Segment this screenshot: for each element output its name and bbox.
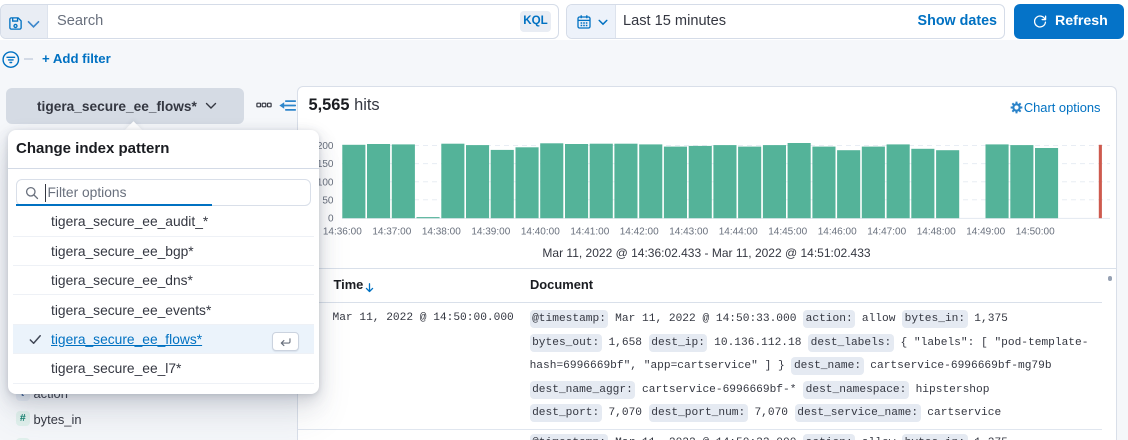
svg-text:14:49:00: 14:49:00 <box>966 227 1005 238</box>
svg-text:50: 50 <box>322 195 334 206</box>
svg-text:0: 0 <box>328 214 334 225</box>
svg-text:14:50:00: 14:50:00 <box>1016 227 1055 238</box>
svg-text:14:40:00: 14:40:00 <box>521 227 560 238</box>
svg-text:14:43:00: 14:43:00 <box>669 227 708 238</box>
svg-text:14:39:00: 14:39:00 <box>471 227 510 238</box>
svg-text:14:44:00: 14:44:00 <box>719 227 758 238</box>
svg-text:150: 150 <box>317 159 334 170</box>
svg-text:14:47:00: 14:47:00 <box>867 227 906 238</box>
svg-text:14:38:00: 14:38:00 <box>422 227 461 238</box>
svg-text:14:45:00: 14:45:00 <box>768 227 807 238</box>
svg-text:100: 100 <box>317 177 334 188</box>
svg-text:14:37:00: 14:37:00 <box>372 227 411 238</box>
svg-text:14:41:00: 14:41:00 <box>570 227 609 238</box>
svg-text:14:48:00: 14:48:00 <box>917 227 956 238</box>
svg-text:200: 200 <box>317 141 334 152</box>
svg-text:14:42:00: 14:42:00 <box>620 227 659 238</box>
svg-text:14:36:00: 14:36:00 <box>323 227 362 238</box>
svg-text:14:46:00: 14:46:00 <box>818 227 857 238</box>
